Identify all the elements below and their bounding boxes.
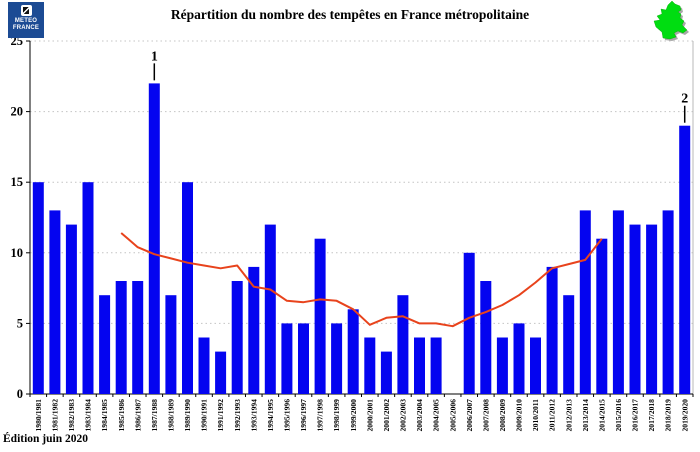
x-label-1997/1998: 1997/1998: [316, 399, 325, 432]
chart-title: Répartition du nombre des tempêtes en Fr…: [170, 7, 530, 22]
x-label-1993/1994: 1993/1994: [249, 399, 258, 432]
bar-1990/1991: [198, 337, 210, 394]
bar-1996/1997: [298, 323, 309, 394]
bar-2002/2003: [397, 295, 409, 394]
annotation-label-2: 2: [681, 92, 688, 107]
x-label-2005/2006: 2005/2006: [448, 399, 457, 432]
bar-2015/2016: [612, 210, 624, 394]
bar-2014/2015: [596, 238, 608, 394]
meteo-france-symbol-icon: [20, 5, 32, 16]
bar-2016/2017: [629, 224, 641, 394]
y-tick-label-5: 5: [17, 316, 23, 330]
bar-1988/1989: [165, 295, 177, 394]
y-tick-label-10: 10: [11, 246, 24, 260]
x-label-2010/2011: 2010/2011: [531, 399, 540, 431]
meteo-france-logo: METEO FRANCE: [8, 2, 44, 38]
x-label-1989/1990: 1989/1990: [183, 399, 192, 432]
bar-2007/2008: [480, 281, 492, 394]
x-label-2019/2020: 2019/2020: [680, 399, 689, 432]
x-label-1986/1987: 1986/1987: [133, 399, 142, 432]
x-label-2014/2015: 2014/2015: [597, 399, 606, 432]
bar-1987/1988: [148, 83, 160, 395]
bar-2013/2014: [579, 210, 591, 394]
bar-1991/1992: [215, 351, 227, 394]
bar-2001/2002: [380, 351, 392, 394]
logo-line-meteo: METEO: [14, 18, 38, 24]
y-tick-label-15: 15: [11, 175, 24, 189]
x-label-1981/1982: 1981/1982: [51, 399, 60, 432]
x-label-1988/1989: 1988/1989: [167, 399, 176, 432]
x-label-1984/1985: 1984/1985: [100, 399, 109, 432]
x-label-1995/1996: 1995/1996: [283, 399, 292, 432]
x-label-2012/2013: 2012/2013: [564, 399, 573, 432]
x-label-2013/2014: 2013/2014: [581, 399, 590, 432]
bar-2009/2010: [513, 323, 525, 394]
x-label-1982/1983: 1982/1983: [67, 399, 76, 432]
edition-note: Édition juin 2020: [3, 433, 88, 445]
x-label-2011/2012: 2011/2012: [548, 399, 557, 431]
bar-1997/1998: [314, 238, 326, 394]
x-label-2008/2009: 2008/2009: [498, 399, 507, 432]
bar-2011/2012: [546, 266, 558, 394]
y-tick-label-20: 20: [11, 105, 24, 119]
x-label-2002/2003: 2002/2003: [399, 399, 408, 432]
x-label-1998/1999: 1998/1999: [332, 399, 341, 432]
x-label-2000/2001: 2000/2001: [365, 399, 374, 432]
bar-1984/1985: [99, 295, 111, 394]
x-label-2004/2005: 2004/2005: [432, 399, 441, 432]
bar-1989/1990: [182, 182, 193, 394]
x-label-2007/2008: 2007/2008: [481, 399, 490, 432]
x-label-2015/2016: 2015/2016: [614, 399, 623, 432]
logo-line-france: FRANCE: [12, 25, 40, 31]
bar-2012/2013: [563, 295, 575, 394]
bar-1985/1986: [115, 281, 127, 394]
x-label-1985/1986: 1985/1986: [117, 399, 126, 432]
bar-2003/2004: [414, 337, 425, 394]
bar-1992/1993: [231, 281, 243, 394]
france-map-icon: [653, 0, 689, 41]
x-label-1991/1992: 1991/1992: [216, 399, 225, 432]
bar-2010/2011: [530, 337, 541, 394]
y-tick-label-0: 0: [17, 387, 23, 401]
bar-2017/2018: [646, 224, 658, 394]
x-label-1996/1997: 1996/1997: [299, 399, 308, 432]
x-label-2018/2019: 2018/2019: [664, 399, 673, 432]
bar-1980/1981: [32, 182, 44, 394]
bar-2008/2009: [496, 337, 508, 394]
bar-2000/2001: [364, 337, 376, 394]
x-label-1992/1993: 1992/1993: [233, 399, 242, 432]
trend-line: [120, 232, 603, 328]
bar-2018/2019: [662, 210, 674, 394]
x-label-2006/2007: 2006/2007: [465, 399, 474, 432]
logo-text: METEO FRANCE: [13, 18, 39, 32]
annotation-label-1: 1: [151, 49, 158, 64]
bar-1982/1983: [65, 224, 77, 394]
x-label-1994/1995: 1994/1995: [266, 399, 275, 432]
x-label-1980/1981: 1980/1981: [34, 399, 43, 432]
x-label-1983/1984: 1983/1984: [84, 399, 93, 432]
x-label-1990/1991: 1990/1991: [200, 399, 209, 432]
bar-1986/1987: [132, 281, 144, 394]
bar-1998/1999: [331, 323, 343, 394]
x-label-2016/2017: 2016/2017: [631, 399, 640, 432]
bar-2004/2005: [430, 337, 442, 394]
x-label-2009/2010: 2009/2010: [515, 399, 524, 432]
bar-1995/1996: [281, 323, 293, 394]
bar-1994/1995: [264, 224, 276, 394]
x-label-2003/2004: 2003/2004: [415, 399, 424, 432]
x-label-1999/2000: 1999/2000: [349, 399, 358, 432]
bar-1981/1982: [49, 210, 61, 394]
x-label-1987/1988: 1987/1988: [150, 399, 159, 432]
x-label-2001/2002: 2001/2002: [382, 399, 391, 432]
bar-1993/1994: [248, 266, 260, 394]
x-label-2017/2018: 2017/2018: [647, 399, 656, 432]
bar-2019/2020: [679, 125, 691, 394]
bar-2006/2007: [463, 252, 475, 394]
bar-1999/2000: [347, 309, 359, 394]
bar-1983/1984: [82, 182, 94, 394]
france-map-shape: [653, 0, 688, 40]
